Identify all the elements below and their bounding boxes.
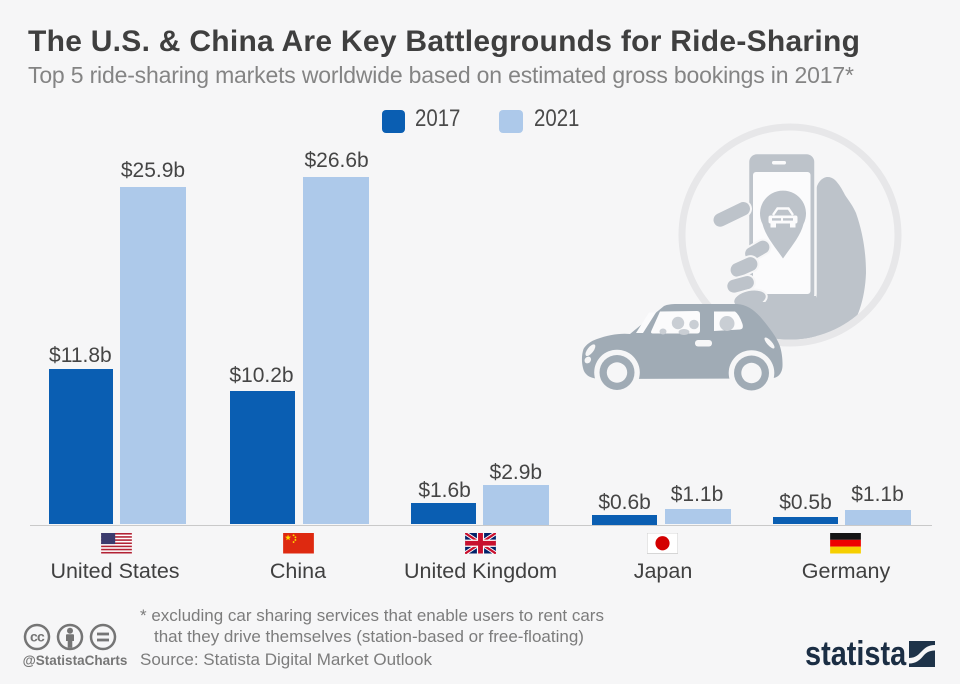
svg-text:cc: cc [30, 629, 45, 645]
